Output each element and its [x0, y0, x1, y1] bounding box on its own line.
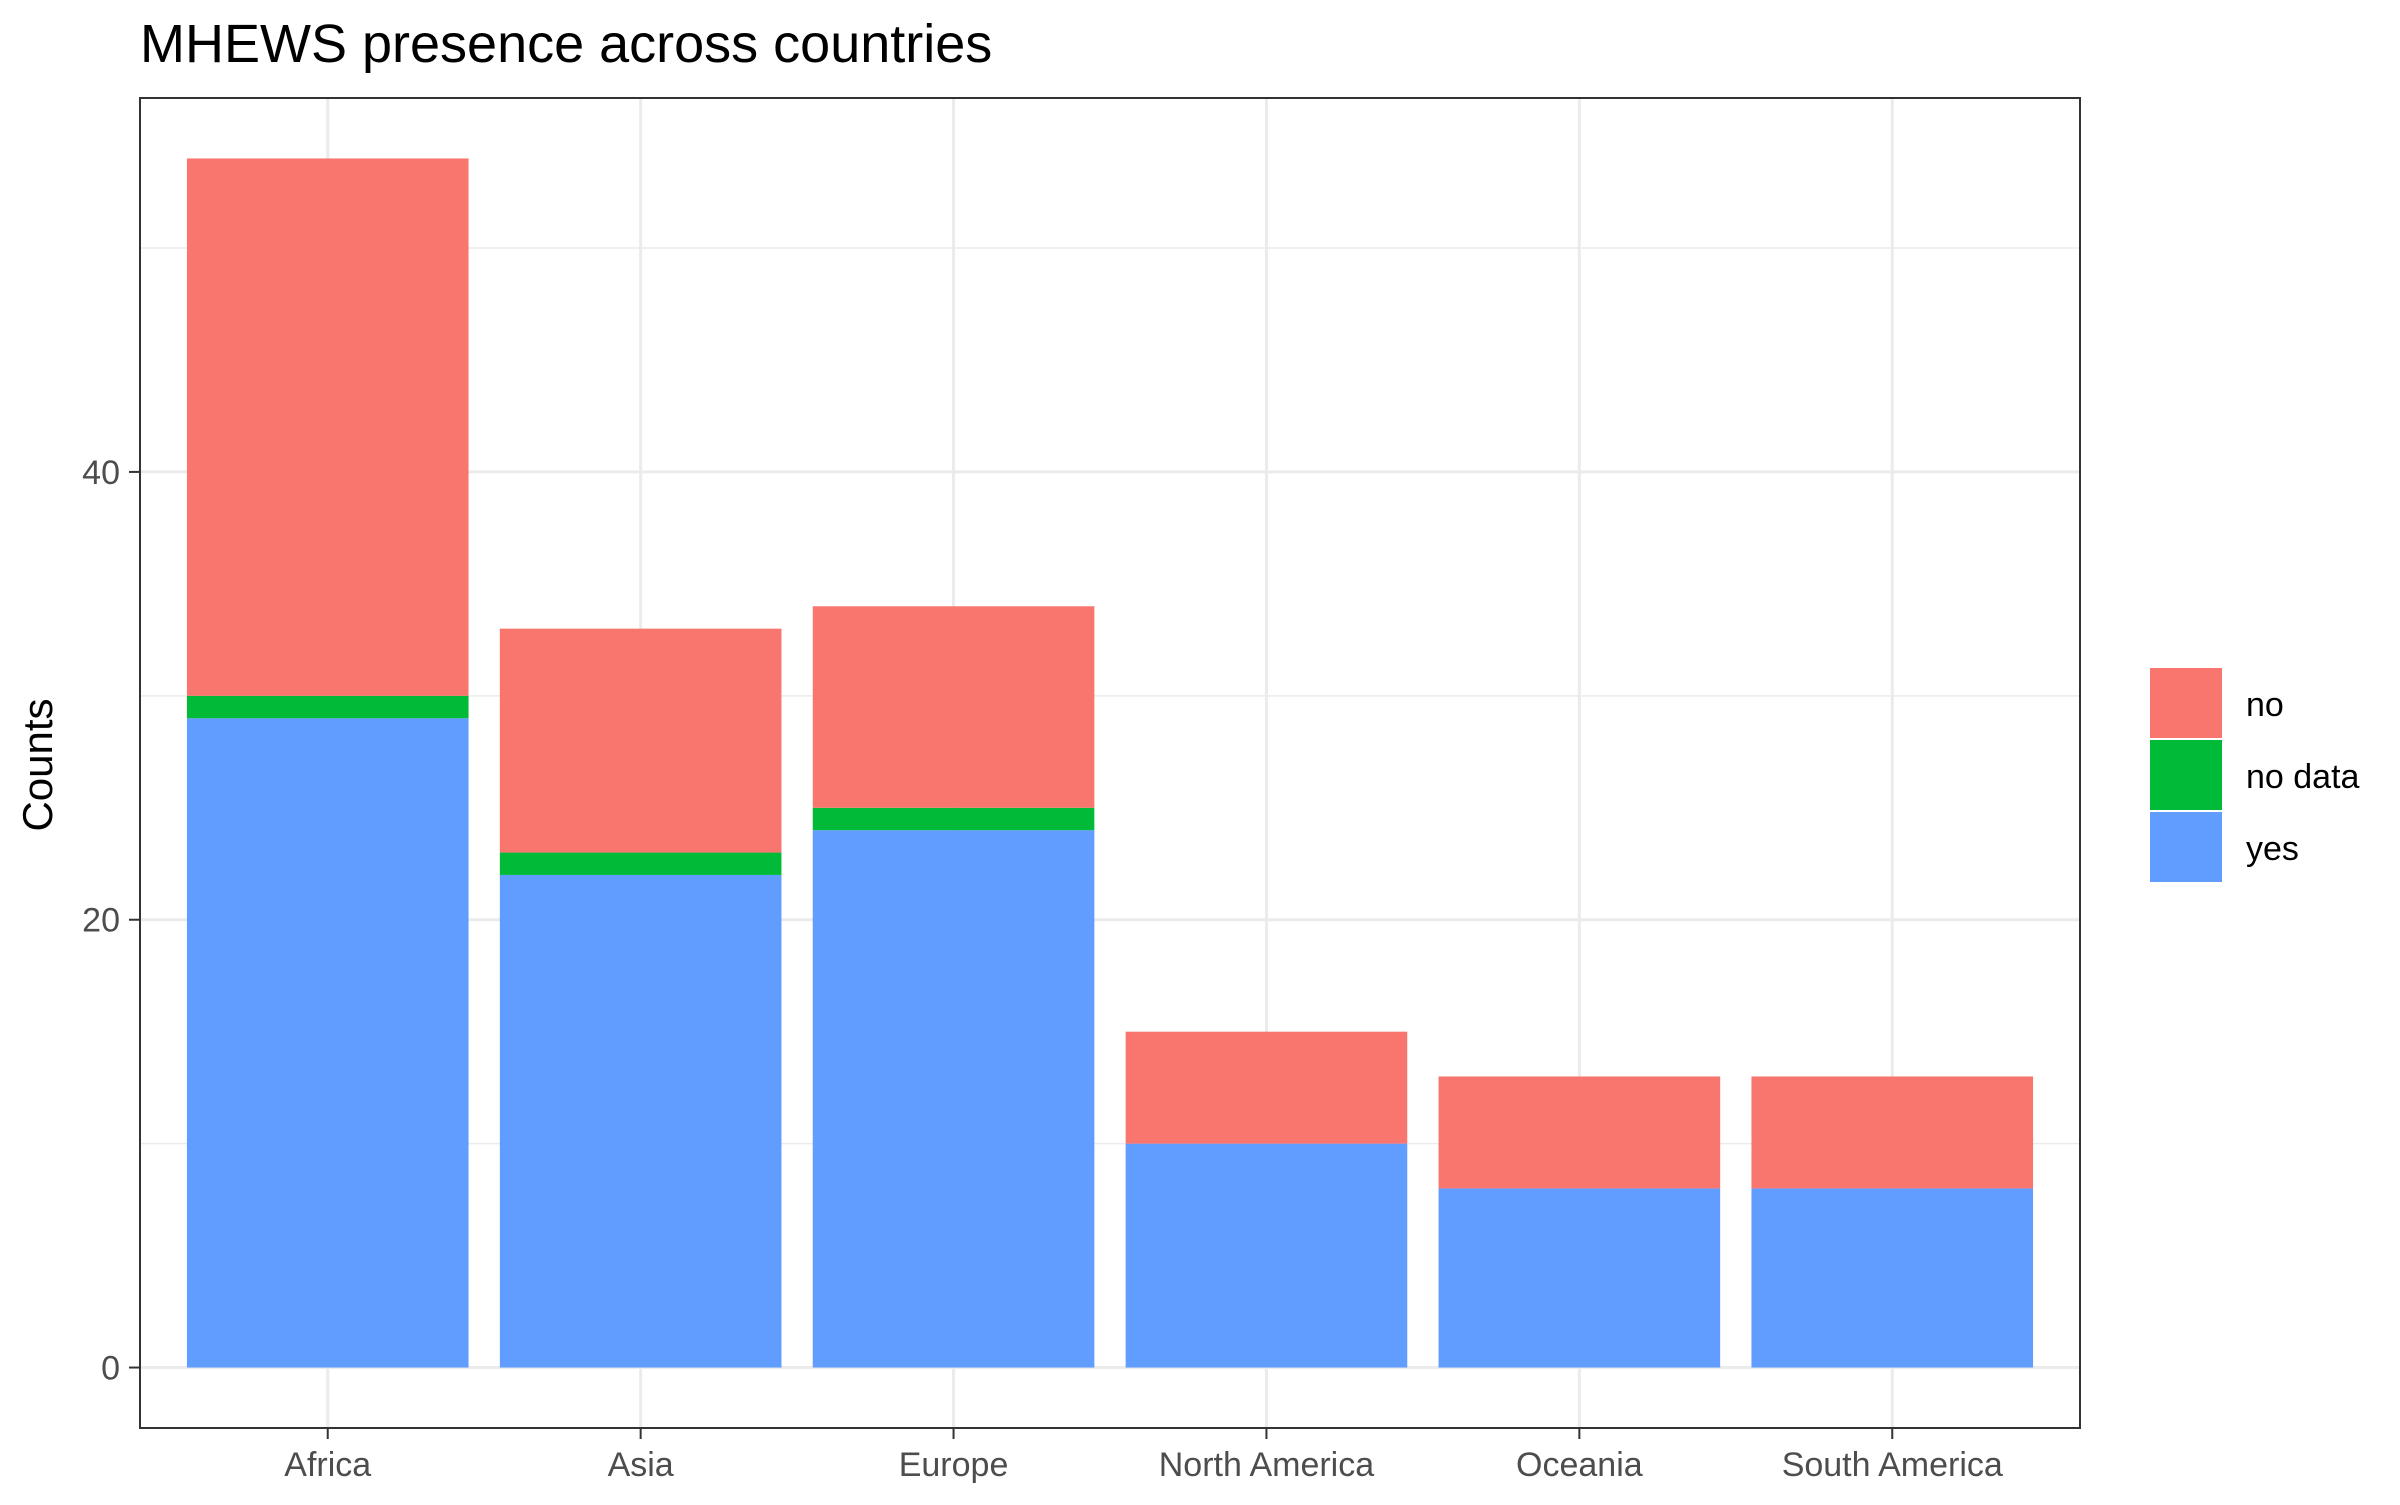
bar-segment	[499, 628, 782, 853]
bar-segment	[186, 695, 469, 719]
x-tick-label: South America	[1782, 1446, 2003, 1484]
y-tick-label: 0	[101, 1350, 120, 1388]
x-tick-label: North America	[1159, 1446, 1374, 1484]
axes-layer: 0 20 40 Africa Asia Europe North America Oceani…	[82, 454, 2003, 1484]
y-tick-label: 20	[82, 902, 120, 940]
bar-segment	[1751, 1188, 2034, 1368]
bar-segment	[499, 852, 782, 875]
legend-key	[2150, 668, 2222, 738]
bar-segment	[1438, 1188, 1721, 1368]
bar-segment	[812, 606, 1095, 808]
legend-label: no data	[2246, 758, 2360, 796]
y-axis-title: Counts	[14, 698, 61, 831]
plot-panel-border	[139, 97, 2081, 1429]
bar-segment	[1125, 1031, 1408, 1144]
bar-segment	[812, 807, 1095, 831]
bar-segment	[1125, 1143, 1408, 1368]
bar-segment	[812, 830, 1095, 1368]
legend: no no data yes	[2150, 668, 2360, 882]
bar-segment	[186, 158, 469, 696]
x-tick-label: Oceania	[1516, 1446, 1643, 1484]
chart-title: MHEWS presence across countries	[140, 14, 992, 74]
y-tick-label: 40	[82, 454, 120, 492]
legend-key	[2150, 740, 2222, 810]
legend-label: yes	[2246, 830, 2299, 868]
legend-key	[2150, 812, 2222, 882]
legend-label: no	[2246, 686, 2284, 724]
x-tick-label: Asia	[608, 1446, 674, 1484]
bars-layer	[186, 158, 2034, 1368]
bar-segment	[499, 874, 782, 1368]
bar-segment	[1438, 1076, 1721, 1189]
bar-segment	[1751, 1076, 2034, 1189]
bar-segment	[186, 718, 469, 1368]
x-tick-label: Europe	[899, 1446, 1009, 1484]
x-tick-label: Africa	[284, 1446, 371, 1484]
